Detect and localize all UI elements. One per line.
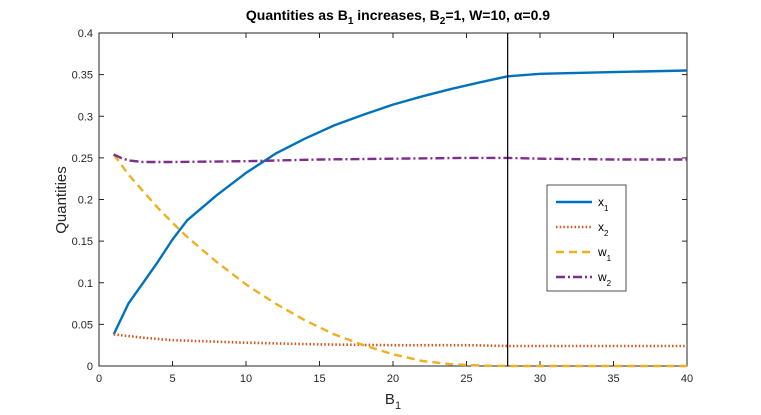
legend-label-x1: x1: [598, 195, 609, 213]
y-tick-label: 0.1: [78, 278, 93, 290]
x-tick-label: 40: [681, 373, 693, 385]
x-tick-label: 20: [387, 373, 399, 385]
y-tick-label: 0.35: [72, 70, 93, 82]
x-tick-label: 0: [96, 373, 102, 385]
series-group: [112, 69, 688, 368]
legend-label-w1: w1: [597, 245, 612, 263]
y-axis-ticks: 0 0.05 0.1 0.15 0.2 0.25 0.3 0.35 0.4: [72, 28, 687, 373]
legend-label-w2: w2: [597, 270, 612, 288]
chart-title: Quantities as B1 increases, B2=1, W=10, …: [246, 7, 550, 27]
x-tick-label: 15: [313, 373, 325, 385]
y-tick-label: 0.05: [72, 319, 93, 331]
x-axis-ticks: 0 5 10 15 20 25 30 35 40: [96, 33, 693, 385]
y-tick-label: 0.2: [78, 195, 93, 207]
series-line-w1: [112, 153, 687, 368]
x-tick-label: 35: [607, 373, 619, 385]
series-line-x2: [113, 333, 687, 348]
y-tick-label: 0.15: [72, 236, 93, 248]
x-tick-label: 25: [460, 373, 472, 385]
y-tick-label: 0: [87, 361, 93, 373]
y-tick-label: 0.3: [78, 111, 93, 123]
y-tick-label: 0.4: [78, 28, 93, 40]
series-line-w2: [113, 153, 687, 164]
y-axis-label: Quantities: [53, 166, 70, 234]
x-axis-label: B1: [385, 391, 401, 412]
series-line-x1: [112, 69, 688, 335]
legend-label-x2: x2: [598, 220, 609, 238]
x-tick-label: 5: [169, 373, 175, 385]
legend: x1 x2 w1 w2: [546, 184, 627, 292]
y-tick-label: 0.25: [72, 153, 93, 165]
x-tick-label: 10: [240, 373, 252, 385]
x-tick-label: 30: [534, 373, 546, 385]
